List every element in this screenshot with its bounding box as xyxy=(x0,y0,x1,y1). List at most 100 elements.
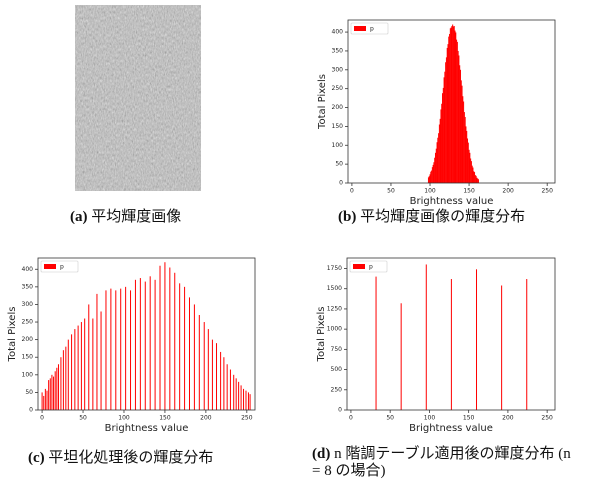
bar xyxy=(474,172,476,183)
y-tick-label: 350 xyxy=(332,47,344,54)
bar xyxy=(434,152,436,183)
legend-swatch xyxy=(44,264,56,269)
bar xyxy=(459,65,461,183)
bar xyxy=(467,138,469,183)
caption-tag: (b) xyxy=(338,209,357,225)
bar xyxy=(164,262,166,410)
bar xyxy=(425,264,427,410)
bar xyxy=(430,171,432,183)
bar xyxy=(233,374,235,410)
bar xyxy=(149,276,151,410)
caption: (b) 平均輝度画像の輝度分布 xyxy=(338,205,525,226)
bar xyxy=(49,378,51,410)
bar xyxy=(476,269,478,410)
bar xyxy=(240,385,242,410)
bar xyxy=(464,116,466,183)
y-tick-label: 200 xyxy=(22,336,34,343)
bar xyxy=(436,142,438,183)
bar xyxy=(453,26,455,184)
bar xyxy=(56,367,58,410)
bar xyxy=(448,36,450,183)
legend-swatch xyxy=(354,26,366,31)
bar xyxy=(463,101,465,183)
bar xyxy=(477,178,479,183)
bar xyxy=(455,32,457,184)
axes-frame xyxy=(346,257,556,411)
bar xyxy=(88,304,90,410)
bar xyxy=(463,112,465,183)
bar xyxy=(159,265,161,410)
bar xyxy=(125,286,127,410)
y-tick-label: 750 xyxy=(331,346,343,353)
bar xyxy=(92,318,94,410)
bar xyxy=(115,290,117,410)
bar xyxy=(144,281,146,410)
y-tick-label: 200 xyxy=(332,104,344,111)
bar xyxy=(220,351,222,410)
bar xyxy=(207,329,209,410)
caption: (c) 平坦化処理後の輝度分布 xyxy=(28,446,213,467)
bar xyxy=(450,27,452,184)
caption-text: 平坦化処理後の輝度分布 xyxy=(48,450,214,466)
x-tick-label: 200 xyxy=(502,415,514,422)
bar xyxy=(139,278,141,410)
bar xyxy=(459,69,461,183)
bar xyxy=(466,130,468,183)
y-tick-label: 350 xyxy=(22,283,34,290)
bar xyxy=(449,33,451,183)
legend-swatch xyxy=(353,264,365,269)
bar xyxy=(452,26,454,183)
bar xyxy=(465,126,467,183)
bar xyxy=(447,44,449,183)
caption-tag: (c) xyxy=(28,450,45,466)
bar xyxy=(41,392,43,410)
x-tick-label: 100 xyxy=(118,415,130,422)
bar xyxy=(477,179,479,183)
x-tick-label: 150 xyxy=(463,415,475,422)
y-tick-label: 50 xyxy=(25,389,33,396)
bar xyxy=(501,285,503,410)
bar xyxy=(375,276,377,410)
bar xyxy=(439,118,441,183)
bar xyxy=(435,148,437,183)
bar xyxy=(96,293,98,410)
x-tick-label: 150 xyxy=(463,188,475,195)
bar xyxy=(442,87,444,183)
bar xyxy=(46,390,48,410)
bar xyxy=(427,177,429,183)
bar xyxy=(226,364,228,410)
bar xyxy=(437,137,439,183)
x-tick-label: 150 xyxy=(159,415,171,422)
axes-frame xyxy=(37,257,256,411)
y-tick-label: 0 xyxy=(339,180,343,187)
bar xyxy=(184,286,186,410)
y-tick-label: 1750 xyxy=(327,265,342,272)
bar xyxy=(470,161,472,183)
y-tick-label: 300 xyxy=(332,66,344,73)
bar xyxy=(445,57,447,183)
y-tick-label: 1000 xyxy=(327,326,342,333)
bar xyxy=(526,279,528,410)
bar xyxy=(457,50,459,183)
legend-label: p xyxy=(60,263,64,270)
bar xyxy=(454,30,456,183)
bar xyxy=(400,303,402,410)
x-axis-label: Brightness value xyxy=(410,196,494,207)
bar xyxy=(462,96,464,183)
bar xyxy=(429,174,431,183)
x-tick-label: 50 xyxy=(386,415,394,422)
bar xyxy=(249,394,251,410)
bar xyxy=(458,55,460,184)
y-axis-label: Total Pixels xyxy=(7,307,18,363)
bar xyxy=(451,26,453,184)
y-tick-label: 50 xyxy=(335,161,343,168)
bar xyxy=(179,283,181,410)
y-tick-label: 150 xyxy=(22,354,34,361)
bar xyxy=(440,109,442,183)
bar xyxy=(65,346,67,410)
x-tick-label: 0 xyxy=(40,415,44,422)
bar xyxy=(80,322,82,410)
bar xyxy=(154,279,156,410)
